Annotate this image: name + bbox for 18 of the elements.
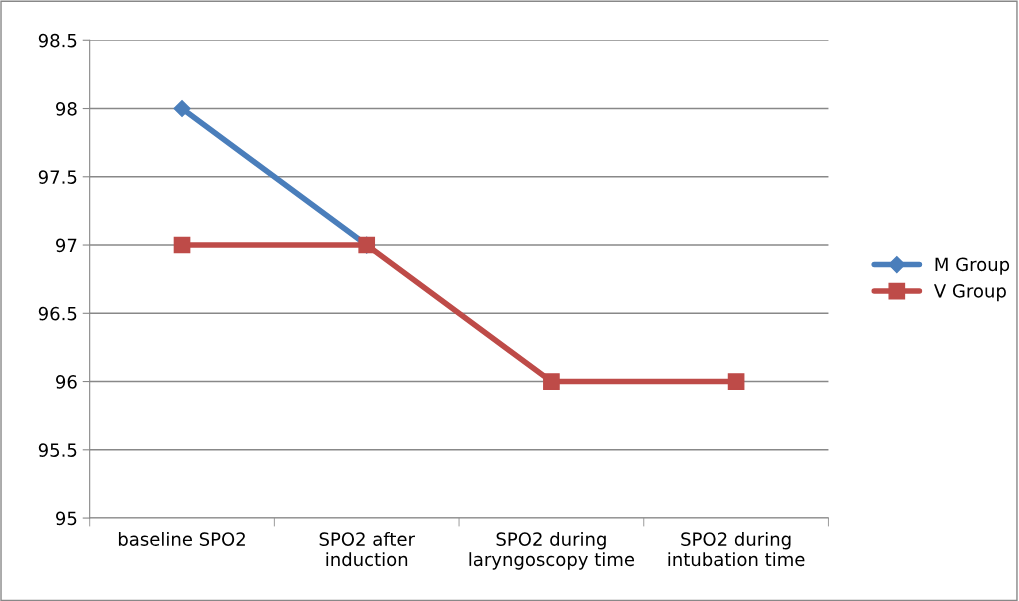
legend-label: V Group (933, 284, 1006, 302)
point (543, 373, 560, 390)
x-tick-label: SPO2 during intubation time (668, 531, 805, 567)
y-tick-label: 98 (56, 101, 77, 116)
y-tick-label: 96 (56, 375, 77, 389)
y-tick-label: 96.5 (38, 306, 77, 321)
point (173, 236, 191, 254)
point (173, 99, 191, 118)
y-tick-label: 97 (56, 238, 77, 253)
point (727, 373, 745, 390)
x-tick-label: SPO2 after induction (319, 531, 415, 567)
x-tick-label: SPO2 during laryngoscopy time (469, 531, 635, 570)
y-tick-label: 98.5 (38, 33, 77, 48)
y-tick-label: 95 (56, 511, 77, 526)
y-tick-label: 95.5 (38, 443, 77, 457)
y-tick-label: 97.5 (38, 170, 77, 184)
legend-label: M Group (935, 257, 1010, 275)
x-tick-label: baseline SPO2 (118, 531, 245, 546)
